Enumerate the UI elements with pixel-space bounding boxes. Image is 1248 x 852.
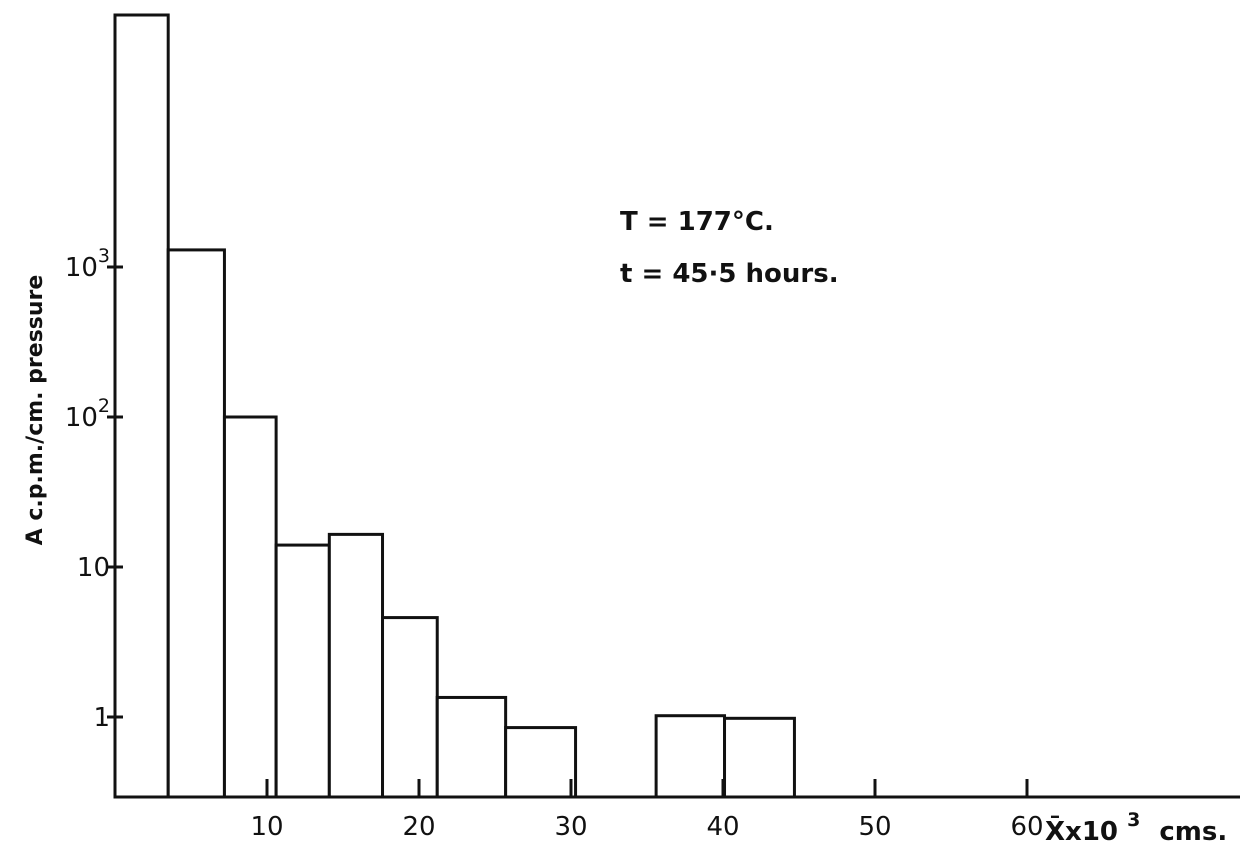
x-tick-label: 60 [1010, 812, 1043, 842]
y-axis-label: A c.p.m./cm. pressure [23, 275, 48, 546]
x-axis-label-exponent: 3 [1127, 809, 1140, 831]
histogram-bar [327, 532, 385, 799]
histogram-bar [504, 726, 578, 799]
histogram-bar [381, 616, 439, 799]
x-tick-label: 10 [250, 812, 283, 842]
x-axis-label-prefix: X̄x10 [1045, 814, 1118, 847]
annotation-time: t = 45·5 hours. [620, 259, 839, 289]
x-axis-label-suffix: cms. [1159, 817, 1227, 847]
y-tick-label: 102 [65, 395, 110, 433]
histogram-bar [654, 714, 727, 799]
x-tick-label: 20 [402, 812, 435, 842]
x-axis-label: X̄x10 3 cms. [1045, 803, 1227, 847]
histogram-bar [166, 248, 226, 799]
histogram-bar [723, 716, 796, 799]
x-tick-label: 30 [554, 812, 587, 842]
annotation-temperature: T = 177°C. [620, 207, 774, 237]
y-tick-label: 10 [77, 553, 110, 583]
y-tick-label: 1 [93, 703, 110, 733]
histogram-bar [274, 543, 331, 799]
x-ticks-group: 10 20 30 40 50 60 [250, 779, 1044, 842]
histogram-bar [435, 695, 508, 799]
x-tick-label: 50 [858, 812, 891, 842]
x-tick-label: 40 [706, 812, 739, 842]
y-ticks-group: 110102103105 [65, 245, 123, 733]
histogram-bar [113, 13, 170, 799]
histogram-bar [222, 415, 278, 799]
bars-group [113, 13, 796, 799]
y-tick-label: 103 [65, 245, 110, 283]
